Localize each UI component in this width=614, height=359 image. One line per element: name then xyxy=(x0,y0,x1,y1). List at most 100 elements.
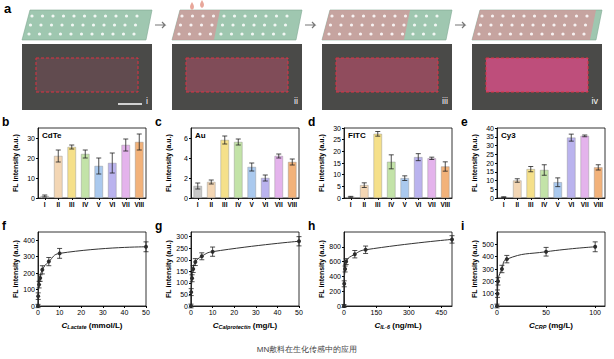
svg-text:CRP: CRP xyxy=(535,324,547,330)
svg-text:d: d xyxy=(308,115,315,129)
svg-text:400: 400 xyxy=(23,237,35,244)
svg-text:f: f xyxy=(2,219,7,233)
svg-text:FL intensity (a.u.): FL intensity (a.u.) xyxy=(471,134,479,192)
svg-text:V: V xyxy=(250,201,255,208)
svg-text:VI: VI xyxy=(568,201,574,208)
svg-text:25: 25 xyxy=(486,151,494,158)
svg-text:VII: VII xyxy=(581,201,589,208)
svg-text:c: c xyxy=(155,115,162,129)
svg-text:20: 20 xyxy=(486,160,494,167)
svg-text:30: 30 xyxy=(27,135,35,142)
svg-text:V: V xyxy=(403,201,408,208)
svg-text:15: 15 xyxy=(486,168,494,175)
svg-text:(ng/mL): (ng/mL) xyxy=(390,321,422,330)
svg-text:CdTe: CdTe xyxy=(42,131,62,140)
svg-text:20: 20 xyxy=(77,309,85,316)
svg-text:5: 5 xyxy=(490,186,494,193)
svg-text:i: i xyxy=(146,96,148,106)
svg-text:100: 100 xyxy=(589,309,601,316)
svg-text:IV: IV xyxy=(235,201,242,208)
svg-text:800: 800 xyxy=(329,243,341,250)
svg-text:500: 500 xyxy=(482,241,494,248)
svg-text:50: 50 xyxy=(180,291,188,298)
svg-text:300: 300 xyxy=(482,266,494,273)
svg-text:150: 150 xyxy=(371,309,383,316)
svg-text:0: 0 xyxy=(490,303,494,310)
svg-text:iv: iv xyxy=(592,96,599,106)
svg-text:0: 0 xyxy=(36,309,40,316)
svg-text:0: 0 xyxy=(337,195,341,202)
svg-text:IV: IV xyxy=(82,201,89,208)
svg-text:IV: IV xyxy=(541,201,548,208)
svg-text:VI: VI xyxy=(415,201,421,208)
svg-text:0: 0 xyxy=(184,195,188,202)
svg-text:VIII: VIII xyxy=(134,201,144,208)
svg-text:20: 20 xyxy=(333,148,341,155)
svg-text:20: 20 xyxy=(27,155,35,162)
svg-text:ii: ii xyxy=(294,96,298,106)
svg-text:(mg/L): (mg/L) xyxy=(251,321,278,330)
svg-text:35: 35 xyxy=(486,133,494,140)
svg-text:b: b xyxy=(2,115,9,129)
svg-text:30: 30 xyxy=(252,309,260,316)
svg-text:Au: Au xyxy=(195,131,206,140)
svg-text:0: 0 xyxy=(189,309,193,316)
svg-text:15: 15 xyxy=(333,160,341,167)
svg-text:VI: VI xyxy=(262,201,268,208)
svg-text:40: 40 xyxy=(121,309,129,316)
svg-text:(mmol/L): (mmol/L) xyxy=(87,321,123,330)
svg-text:100: 100 xyxy=(482,290,494,297)
svg-text:a: a xyxy=(4,1,12,16)
svg-text:III: III xyxy=(528,201,534,208)
svg-text:FL intensity (a.u.): FL intensity (a.u.) xyxy=(318,240,326,298)
svg-text:10: 10 xyxy=(209,309,217,316)
svg-text:0: 0 xyxy=(495,309,499,316)
svg-text:VIII: VIII xyxy=(440,201,450,208)
svg-text:2: 2 xyxy=(184,175,188,182)
svg-text:FITC: FITC xyxy=(348,131,366,140)
svg-text:FL intensity (a.u.): FL intensity (a.u.) xyxy=(165,240,173,298)
svg-text:100: 100 xyxy=(176,279,188,286)
svg-text:30: 30 xyxy=(99,309,107,316)
svg-text:FL intensity (a.u.): FL intensity (a.u.) xyxy=(12,134,20,192)
svg-text:40: 40 xyxy=(486,125,494,132)
svg-text:II: II xyxy=(209,201,213,208)
svg-text:0: 0 xyxy=(490,195,494,202)
svg-text:100: 100 xyxy=(23,286,35,293)
svg-text:VI: VI xyxy=(109,201,115,208)
svg-text:10: 10 xyxy=(333,171,341,178)
svg-text:I: I xyxy=(503,201,505,208)
svg-text:0: 0 xyxy=(342,309,346,316)
svg-text:450: 450 xyxy=(435,309,447,316)
svg-text:40: 40 xyxy=(274,309,282,316)
svg-text:IV: IV xyxy=(388,201,395,208)
svg-text:VII: VII xyxy=(122,201,130,208)
svg-text:V: V xyxy=(556,201,561,208)
svg-text:Cy3: Cy3 xyxy=(501,131,516,140)
svg-text:300: 300 xyxy=(176,233,188,240)
svg-text:Calprotectin: Calprotectin xyxy=(219,324,252,330)
svg-text:50: 50 xyxy=(295,309,303,316)
svg-text:0: 0 xyxy=(337,303,341,310)
svg-text:III: III xyxy=(222,201,228,208)
svg-text:FL intensity (a.u.): FL intensity (a.u.) xyxy=(12,240,20,298)
svg-text:FL intensity (a.u.): FL intensity (a.u.) xyxy=(318,134,326,192)
svg-text:200: 200 xyxy=(482,278,494,285)
svg-text:200: 200 xyxy=(176,256,188,263)
svg-text:4: 4 xyxy=(184,155,188,162)
svg-text:FL intensity (a.u.): FL intensity (a.u.) xyxy=(165,134,173,192)
svg-text:iii: iii xyxy=(442,96,448,106)
svg-text:400: 400 xyxy=(482,253,494,260)
svg-text:300: 300 xyxy=(403,309,415,316)
svg-text:VIII: VIII xyxy=(287,201,297,208)
svg-text:0: 0 xyxy=(31,195,35,202)
svg-text:6: 6 xyxy=(184,135,188,142)
svg-text:II: II xyxy=(362,201,366,208)
svg-text:20: 20 xyxy=(230,309,238,316)
svg-text:10: 10 xyxy=(486,177,494,184)
svg-text:VII: VII xyxy=(275,201,283,208)
svg-text:50: 50 xyxy=(542,309,550,316)
svg-text:25: 25 xyxy=(333,136,341,143)
svg-text:30: 30 xyxy=(486,142,494,149)
svg-text:(mg/L): (mg/L) xyxy=(546,321,573,330)
